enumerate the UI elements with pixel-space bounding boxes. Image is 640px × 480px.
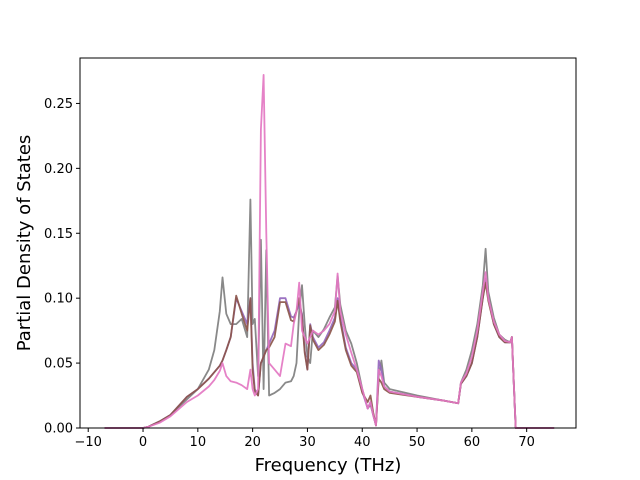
plot-area	[79, 57, 577, 429]
y-tick-label: 0.00	[44, 422, 73, 437]
x-tick-label: 60	[464, 435, 481, 450]
x-tick-label: 10	[190, 435, 207, 450]
series-line-3	[104, 281, 555, 429]
y-tick-label: 0.15	[44, 227, 73, 242]
y-tick-label: 0.25	[44, 97, 73, 112]
x-tick-label: 40	[354, 435, 371, 450]
series-line-4	[104, 74, 555, 429]
series-line-2	[104, 277, 555, 429]
y-axis-label: Partial Density of States	[14, 135, 35, 352]
series-line-1	[104, 198, 555, 429]
series-lines	[104, 74, 555, 429]
x-tick-label: 0	[139, 435, 147, 450]
y-axis-ticks: 0.00 0.05 0.10 0.15 0.20 0.25	[44, 97, 80, 437]
x-axis-ticks: −10 0 10 20 30 40 50 60 70	[75, 428, 535, 450]
x-tick-label: 50	[409, 435, 426, 450]
y-tick-label: 0.20	[44, 162, 73, 177]
x-tick-label: 30	[299, 435, 316, 450]
x-tick-label: 20	[244, 435, 261, 450]
y-tick-label: 0.10	[44, 292, 73, 307]
x-tick-label: 70	[518, 435, 535, 450]
plot-frame	[79, 57, 577, 429]
x-tick-label: −10	[75, 435, 102, 450]
x-axis-label: Frequency (THz)	[255, 455, 402, 476]
y-tick-label: 0.05	[44, 357, 73, 372]
